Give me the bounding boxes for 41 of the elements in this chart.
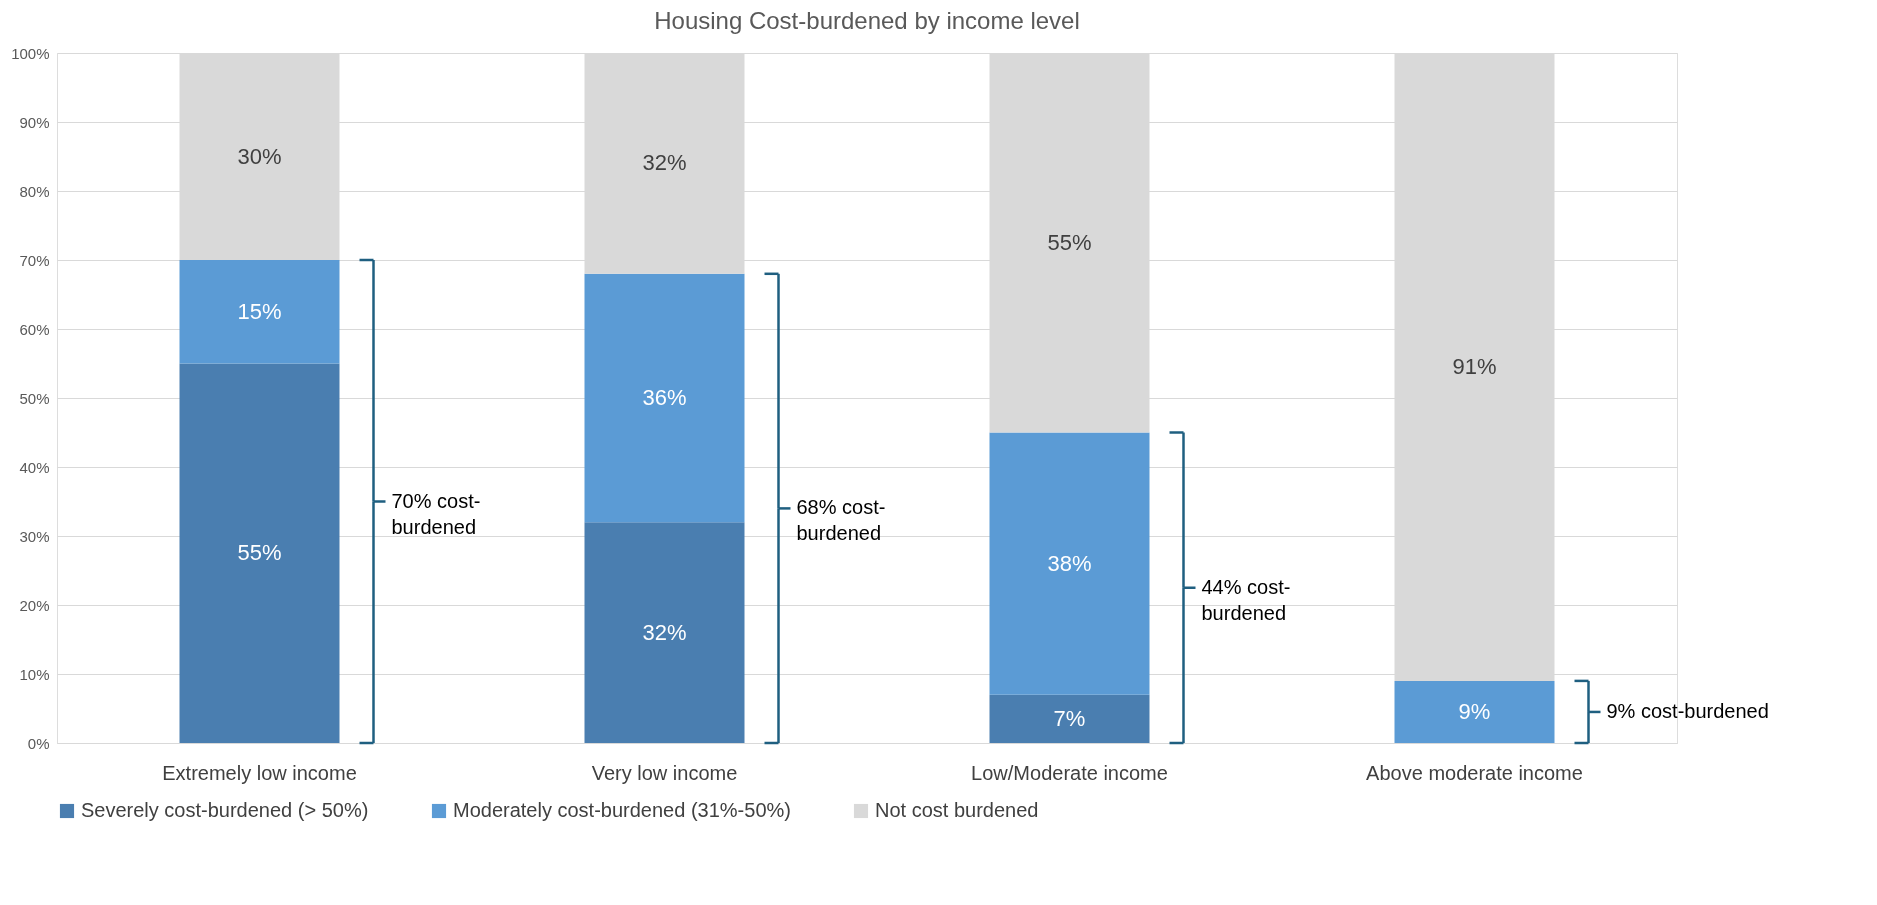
chart-title: Housing Cost-burdened by income level bbox=[654, 7, 1080, 34]
bar bbox=[1394, 680, 1555, 743]
x-tick-label: Extremely low income bbox=[162, 761, 357, 784]
bar bbox=[584, 522, 745, 743]
data-label: 38% bbox=[1047, 550, 1092, 576]
data-label: 7% bbox=[1053, 705, 1086, 731]
data-label: 30% bbox=[237, 143, 282, 169]
annotation: 9% cost-burdened bbox=[1606, 699, 1769, 722]
bar bbox=[989, 694, 1150, 743]
legend-label: Not cost burdened bbox=[875, 799, 1039, 821]
bar bbox=[179, 260, 340, 364]
bar bbox=[989, 432, 1150, 695]
y-tick-label: 50% bbox=[19, 389, 50, 407]
data-label: 91% bbox=[1452, 353, 1497, 379]
y-tick-label: 20% bbox=[19, 596, 50, 614]
data-label: 32% bbox=[642, 150, 687, 176]
y-tick-label: 40% bbox=[19, 458, 50, 476]
y-tick-label: 10% bbox=[19, 665, 50, 683]
y-tick-label: 80% bbox=[19, 182, 50, 200]
y-tick-label: 100% bbox=[11, 44, 50, 62]
y-tick-label: 60% bbox=[19, 320, 50, 338]
x-tick-label: Very low income bbox=[591, 761, 738, 784]
annotation: 44% cost-burdened bbox=[1201, 575, 1291, 624]
y-tick-label: 30% bbox=[19, 527, 50, 545]
y-tick-label: 0% bbox=[27, 734, 50, 752]
data-label: 55% bbox=[237, 540, 282, 566]
legend-label: Moderately cost-burdened (31%-50%) bbox=[453, 799, 791, 821]
bar bbox=[179, 363, 340, 743]
data-label: 36% bbox=[642, 385, 687, 410]
legend-label: Severely cost-burdened (> 50%) bbox=[81, 799, 369, 821]
annotation: 70% cost-burdened bbox=[391, 489, 481, 538]
x-tick-label: Low/Moderate income bbox=[971, 761, 1168, 784]
data-label: 55% bbox=[1047, 229, 1092, 255]
data-label: 15% bbox=[237, 298, 282, 324]
y-tick-label: 90% bbox=[19, 113, 50, 131]
y-tick-label: 70% bbox=[19, 251, 50, 269]
bar bbox=[584, 273, 745, 523]
annotation: 68% cost-burdened bbox=[796, 496, 886, 545]
data-label: 32% bbox=[642, 619, 687, 645]
x-tick-label: Above moderate income bbox=[1366, 761, 1583, 784]
data-label: 9% bbox=[1458, 698, 1491, 724]
